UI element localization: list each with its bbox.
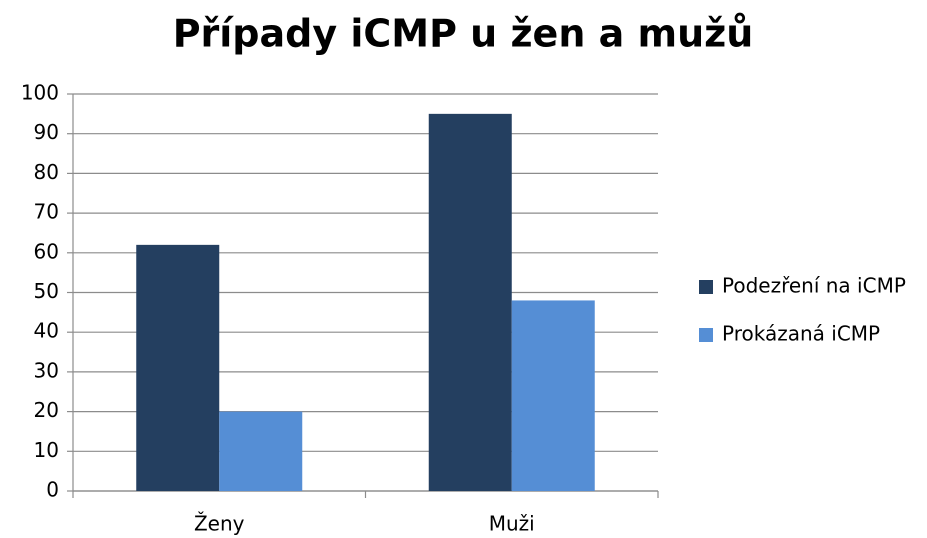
y-tick-label: 70 [34, 200, 59, 224]
legend-swatch [699, 328, 713, 342]
y-tick-label: 30 [34, 358, 59, 382]
x-tick-label: Muži [489, 512, 535, 536]
legend-label: Prokázaná iCMP [722, 322, 880, 346]
bar [428, 113, 512, 491]
y-tick-label: 40 [34, 319, 59, 343]
bar [511, 300, 595, 491]
x-tick-label: Ženy [194, 512, 245, 536]
bar [219, 411, 303, 491]
y-tick-label: 20 [34, 398, 59, 422]
y-tick-label: 60 [34, 239, 59, 263]
chart-title: Případy iCMP u žen a mužů [173, 12, 754, 56]
y-tick-label: 0 [46, 478, 59, 502]
legend-swatch [699, 280, 713, 294]
y-tick-label: 100 [21, 81, 59, 105]
y-tick-label: 90 [34, 120, 59, 144]
legend-label: Podezření na iCMP [722, 274, 906, 298]
y-tick-label: 50 [34, 279, 59, 303]
y-tick-label: 80 [34, 160, 59, 184]
bar [136, 244, 220, 491]
y-tick-label: 10 [34, 438, 59, 462]
